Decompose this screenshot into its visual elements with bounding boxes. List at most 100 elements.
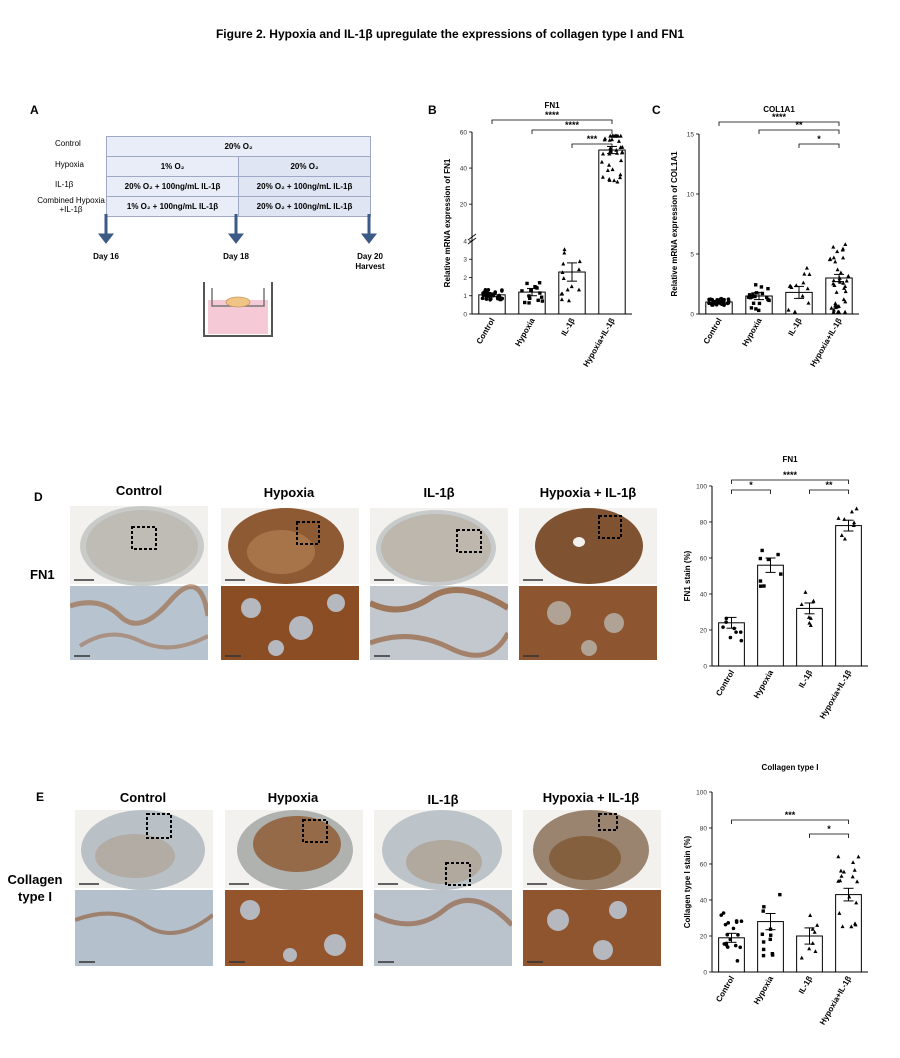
data-point bbox=[844, 278, 849, 283]
micrograph-e-combo bbox=[523, 810, 661, 966]
col-header-il1b-d: IL-1β bbox=[423, 485, 455, 500]
data-point bbox=[801, 280, 806, 285]
data-point bbox=[721, 625, 725, 629]
data-point bbox=[838, 868, 843, 873]
data-point bbox=[808, 623, 813, 627]
data-point bbox=[807, 946, 812, 951]
significance-label: *** bbox=[587, 134, 598, 144]
row-label-collagen: Collagen type I bbox=[7, 872, 63, 904]
data-point bbox=[841, 246, 846, 251]
y-tick-label: 5 bbox=[690, 251, 694, 258]
data-point bbox=[723, 922, 728, 927]
significance-bracket bbox=[798, 143, 840, 148]
zoom-box bbox=[296, 521, 320, 545]
x-tick-label: IL-1β bbox=[797, 974, 814, 995]
y-tick-label: 40 bbox=[700, 897, 708, 904]
data-point bbox=[854, 900, 859, 905]
data-point bbox=[537, 281, 542, 285]
chart-d-fn1-stain: FN1 FN1 stain (%) 0 20 40 60 80 100 Control Hypox… bbox=[683, 455, 868, 721]
data-point bbox=[614, 133, 619, 138]
data-point bbox=[559, 291, 564, 296]
data-point bbox=[561, 276, 566, 280]
data-point bbox=[803, 590, 808, 594]
data-point bbox=[810, 926, 815, 931]
cell-combined-2: 20% O₂ + 100ng/mL IL-1β bbox=[238, 196, 371, 217]
x-tick-label: Hypoxia bbox=[752, 668, 776, 700]
y-tick-label: 0 bbox=[690, 311, 694, 318]
y-tick-label: 40 bbox=[700, 591, 708, 598]
data-point bbox=[735, 959, 740, 963]
data-point bbox=[529, 288, 534, 292]
x-tick-label: Hypoxia+IL-1β bbox=[808, 316, 843, 368]
cell-control: 20% O₂ bbox=[106, 136, 371, 157]
bar bbox=[835, 525, 862, 667]
data-point bbox=[562, 250, 567, 255]
data-point bbox=[838, 270, 843, 275]
significance-bracket bbox=[731, 479, 849, 484]
data-point bbox=[728, 635, 733, 640]
data-point bbox=[754, 307, 758, 311]
data-point bbox=[850, 874, 855, 879]
x-tick-label: IL-1β bbox=[559, 316, 576, 337]
zoom-box bbox=[131, 526, 157, 550]
data-point bbox=[559, 297, 564, 302]
micrograph-d-il1b bbox=[370, 508, 508, 660]
data-point bbox=[831, 309, 836, 314]
data-point bbox=[534, 285, 538, 290]
significance-bracket bbox=[718, 121, 840, 126]
data-point bbox=[721, 911, 726, 915]
row-label-control: Control bbox=[55, 139, 81, 148]
col-header-control-e: Control bbox=[119, 790, 167, 805]
data-point bbox=[615, 179, 620, 184]
significance-bracket bbox=[571, 143, 613, 148]
data-point bbox=[836, 854, 841, 859]
data-point bbox=[841, 255, 846, 260]
data-point bbox=[610, 133, 615, 138]
timeline-arrows bbox=[97, 214, 378, 244]
data-point bbox=[759, 285, 764, 289]
data-point bbox=[734, 630, 738, 634]
data-point bbox=[831, 244, 836, 249]
data-point bbox=[736, 933, 740, 937]
data-point bbox=[607, 178, 612, 182]
data-point bbox=[766, 286, 770, 291]
data-point bbox=[525, 281, 529, 286]
data-point bbox=[855, 879, 860, 884]
zoom-box bbox=[445, 862, 471, 886]
data-point bbox=[618, 175, 623, 180]
data-point bbox=[831, 255, 836, 260]
col-header-combo-d: Hypoxia + IL-1β bbox=[539, 485, 637, 500]
data-point bbox=[753, 294, 757, 299]
data-point bbox=[843, 284, 848, 288]
y-axis-label: FN1 stain (%) bbox=[683, 550, 692, 601]
y-tick-label: 20 bbox=[700, 627, 708, 634]
data-point bbox=[852, 520, 857, 525]
significance-bracket bbox=[758, 129, 840, 134]
data-point bbox=[619, 158, 624, 163]
chart-e-collagen-stain: Collagen type I Collagen type I stain (%)… bbox=[683, 763, 868, 1027]
y-tick-label: 100 bbox=[696, 789, 707, 796]
y-tick-label: 1 bbox=[463, 293, 467, 300]
data-point bbox=[762, 905, 766, 909]
x-tick-label: IL-1β bbox=[786, 316, 803, 337]
x-tick-label: Hypoxia+IL-1β bbox=[581, 316, 616, 368]
data-point bbox=[802, 271, 807, 276]
data-point bbox=[760, 548, 764, 553]
data-point bbox=[739, 638, 744, 643]
data-point bbox=[846, 273, 851, 278]
day-20-label: Day 20 Harvest bbox=[355, 252, 385, 271]
data-point bbox=[837, 911, 842, 915]
data-point bbox=[719, 296, 724, 301]
data-point bbox=[707, 297, 711, 302]
x-tick-label: Control bbox=[702, 317, 724, 346]
data-point bbox=[843, 299, 848, 304]
data-point bbox=[764, 295, 769, 300]
data-point bbox=[484, 295, 489, 300]
data-point bbox=[618, 133, 623, 138]
data-point bbox=[739, 919, 744, 924]
data-point bbox=[799, 602, 804, 607]
significance-label: ** bbox=[825, 480, 833, 490]
data-point bbox=[576, 267, 581, 272]
data-point bbox=[707, 300, 711, 305]
data-point bbox=[488, 297, 492, 302]
